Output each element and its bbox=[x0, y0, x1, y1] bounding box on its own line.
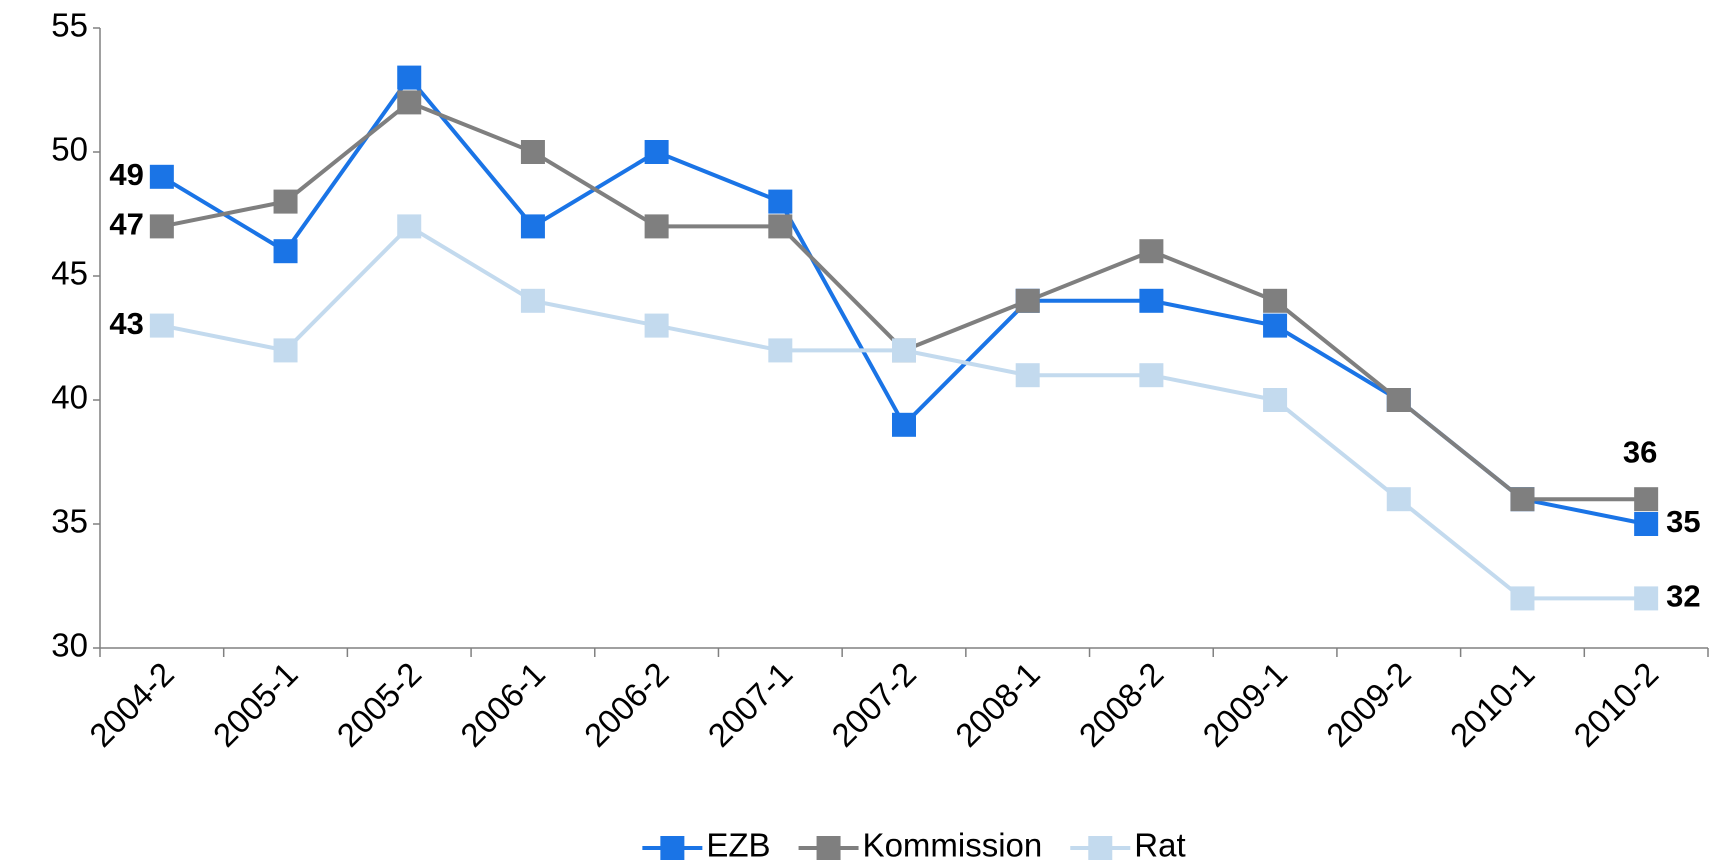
y-tick-label: 35 bbox=[51, 503, 88, 540]
data-label: 36 bbox=[1623, 434, 1657, 469]
data-label: 43 bbox=[109, 306, 143, 341]
data-label: 35 bbox=[1666, 504, 1700, 539]
x-tick-label: 2005-2 bbox=[330, 655, 429, 754]
y-tick-label: 40 bbox=[51, 379, 88, 416]
marker bbox=[1634, 512, 1659, 536]
marker bbox=[397, 90, 422, 115]
x-tick-label: 2006-1 bbox=[453, 655, 552, 754]
legend-marker bbox=[816, 836, 841, 860]
marker bbox=[644, 140, 669, 164]
marker bbox=[1263, 313, 1288, 338]
x-tick-label: 2006-2 bbox=[577, 655, 676, 754]
series-line bbox=[160, 74, 1647, 526]
marker bbox=[1510, 487, 1535, 512]
legend-marker bbox=[1088, 836, 1113, 860]
x-tick-label: 2009-1 bbox=[1195, 655, 1294, 754]
marker bbox=[644, 214, 669, 239]
data-label: 32 bbox=[1666, 579, 1700, 614]
x-tick-label: 2009-2 bbox=[1319, 655, 1418, 754]
marker bbox=[1634, 487, 1659, 512]
legend-label: EZB bbox=[706, 827, 770, 864]
y-tick-label: 55 bbox=[51, 7, 88, 44]
y-tick-label: 30 bbox=[51, 627, 88, 664]
marker bbox=[397, 214, 422, 239]
marker bbox=[520, 214, 545, 239]
marker bbox=[273, 189, 298, 214]
marker bbox=[149, 214, 174, 239]
marker bbox=[520, 288, 545, 313]
marker bbox=[1263, 388, 1288, 412]
data-label: 47 bbox=[109, 207, 143, 242]
marker bbox=[1634, 586, 1659, 611]
legend-label: Kommission bbox=[863, 827, 1043, 864]
series-line bbox=[161, 223, 1647, 601]
y-tick-label: 50 bbox=[51, 131, 88, 168]
marker bbox=[273, 338, 298, 363]
x-tick-label: 2010-2 bbox=[1566, 655, 1665, 754]
marker bbox=[644, 313, 669, 338]
marker bbox=[768, 189, 793, 214]
x-tick-label: 2008-2 bbox=[1072, 655, 1171, 754]
marker bbox=[1139, 239, 1164, 264]
x-tick-label: 2010-1 bbox=[1443, 655, 1542, 754]
marker bbox=[768, 214, 793, 239]
data-label: 49 bbox=[109, 157, 143, 192]
marker bbox=[1015, 288, 1040, 313]
x-tick-label: 2007-1 bbox=[701, 655, 800, 754]
y-tick-label: 45 bbox=[51, 255, 88, 292]
marker bbox=[1510, 586, 1535, 611]
legend: EZB Kommission Rat bbox=[642, 827, 1186, 864]
marker bbox=[1139, 288, 1164, 313]
x-tick-label: 2005-1 bbox=[206, 655, 305, 754]
series-line bbox=[161, 100, 1647, 502]
x-tick-label: 2008-1 bbox=[948, 655, 1047, 754]
marker bbox=[1386, 487, 1411, 512]
marker bbox=[1263, 288, 1288, 313]
marker bbox=[768, 338, 793, 363]
marker bbox=[149, 164, 174, 189]
marker bbox=[520, 140, 545, 164]
marker bbox=[397, 65, 422, 90]
marker bbox=[273, 239, 298, 264]
legend-marker bbox=[660, 836, 685, 860]
marker bbox=[149, 313, 174, 338]
marker bbox=[892, 412, 916, 437]
marker bbox=[1386, 388, 1411, 412]
marker bbox=[1139, 363, 1164, 388]
x-tick-label: 2004-2 bbox=[82, 655, 181, 754]
x-tick-label: 2007-2 bbox=[824, 655, 923, 754]
marker bbox=[1015, 363, 1040, 388]
legend-label: Rat bbox=[1134, 827, 1185, 864]
marker bbox=[892, 338, 916, 363]
